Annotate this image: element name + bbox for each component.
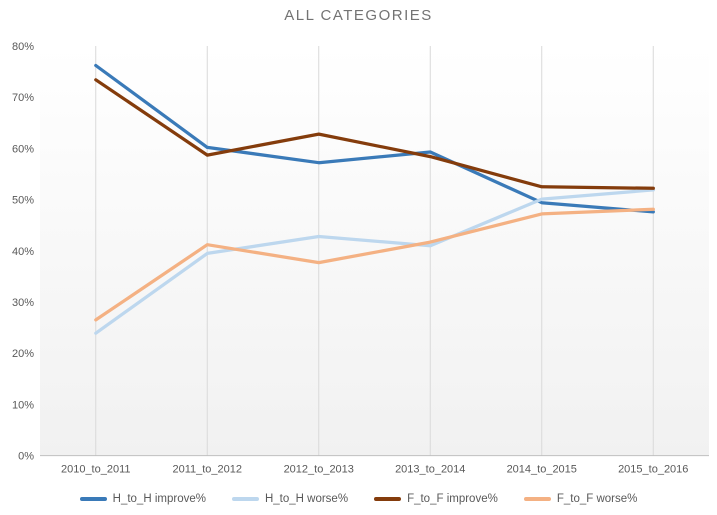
y-tick-label: 70%: [12, 92, 34, 104]
x-category-label: 2010_to_2011: [61, 464, 131, 476]
series-line-h-to-h-improve-: [94, 63, 655, 214]
legend-line-swatch: [374, 497, 402, 501]
legend-label: F_to_F improve%: [407, 493, 498, 505]
x-category-label: 2014_to_2015: [507, 464, 577, 476]
y-tick-label: 10%: [12, 399, 34, 411]
legend-label: F_to_F worse%: [556, 493, 638, 505]
legend-item: F_to_F improve%: [374, 493, 498, 505]
legend-line-swatch: [79, 497, 107, 501]
y-tick-label: 30%: [12, 297, 34, 309]
y-tick-label: 0%: [18, 451, 34, 463]
y-tick-label: 60%: [12, 143, 34, 155]
legend-item: F_to_F worse%: [523, 493, 638, 505]
legend-item: H_to_H worse%: [231, 493, 349, 505]
chart-title: ALL CATEGORIES: [284, 7, 433, 24]
legend-label: H_to_H worse%: [264, 493, 349, 505]
legend-line-swatch: [231, 497, 259, 501]
plot-area: 0% 10% 20% 30% 40% 50% 60% 70% 80% 2010_to_2011 20…: [12, 41, 709, 476]
y-tick-label: 40%: [12, 246, 34, 258]
y-tick-label: 80%: [12, 41, 34, 53]
x-category-label: 2011_to_2012: [172, 464, 242, 476]
series-line-f-to-f-worse-: [94, 207, 655, 322]
x-category-label: 2012_to_2013: [284, 464, 354, 476]
legend-item: H_to_H improve%: [79, 493, 206, 505]
legend-line-swatch: [523, 497, 551, 501]
y-tick-label: 50%: [12, 195, 34, 207]
x-category-label: 2013_to_2014: [395, 464, 465, 476]
legend-label: H_to_H improve%: [112, 493, 206, 505]
series-line-f-to-f-improve-: [94, 78, 655, 190]
x-category-label: 2015_to_2016: [618, 464, 688, 476]
legend: H_to_H improve% H_to_H worse% F_to_F impro…: [0, 493, 717, 505]
series-line-h-to-h-worse-: [94, 188, 655, 335]
y-tick-label: 20%: [12, 348, 34, 360]
